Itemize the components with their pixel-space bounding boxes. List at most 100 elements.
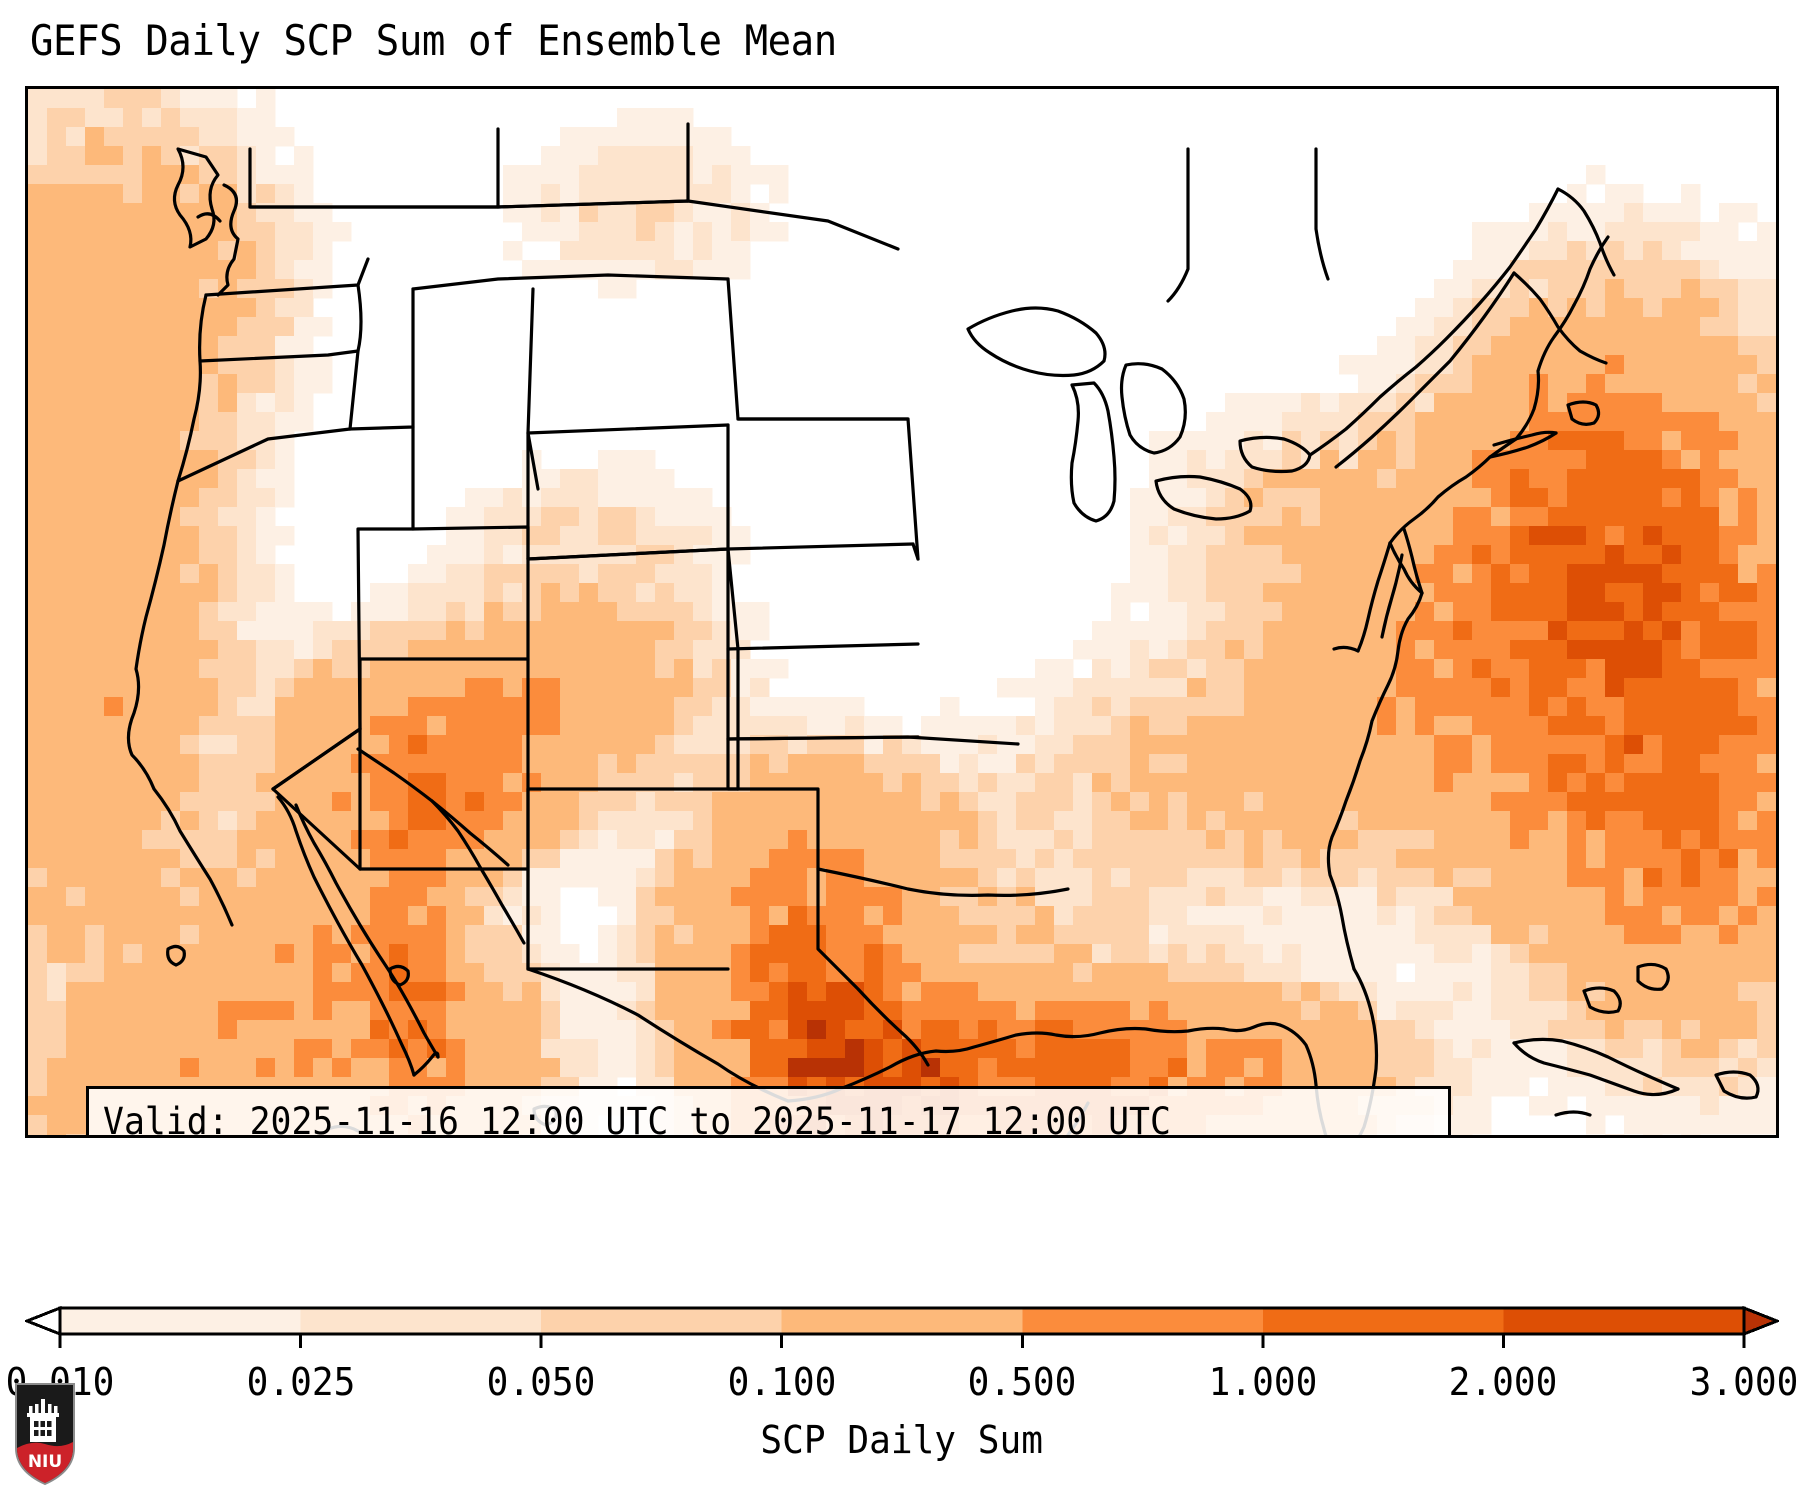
- colorbar-tick-label: 0.100: [727, 1360, 837, 1404]
- cuba-north-coast: [1512, 1037, 1680, 1091]
- colorbar-axis-label-text: SCP Daily Sum: [760, 1418, 1043, 1462]
- colorbar-swatches: [25, 1305, 1779, 1348]
- cayman: [1554, 1110, 1592, 1117]
- delmarva-west: [1380, 553, 1404, 639]
- state-border-co: [526, 547, 740, 791]
- colorbar-band: [300, 1308, 542, 1334]
- map-panel: Valid: 2025-11-16 12:00 UTC to 2025-11-1…: [25, 86, 1779, 1138]
- state-border-sd-ne: [726, 542, 915, 551]
- hispaniola: [1714, 1070, 1760, 1100]
- niu-logo: NIU: [15, 1383, 75, 1486]
- map-canvas: Valid: 2025-11-16 12:00 UTC to 2025-11-1…: [28, 89, 1776, 1135]
- colorbar-tick-labels: 0.010 0.025 0.050 0.100 0.500 1.000 2.000 3.000: [6, 1360, 1799, 1410]
- colorbar-tick-label: 1.000: [1208, 1360, 1318, 1404]
- niu-logo-text: NIU: [28, 1452, 62, 1472]
- border-bc-alberta: [248, 147, 500, 209]
- bahamas-andros: [1582, 986, 1622, 1014]
- lake-michigan: [1069, 381, 1117, 523]
- colorbar-over-arrow: [1742, 1305, 1779, 1337]
- gaspe-nb-coast: [1512, 271, 1608, 365]
- state-border-nd-mn: [736, 417, 920, 561]
- state-border-sd-ia: [911, 542, 920, 561]
- colorbar-under-arrow: [25, 1305, 62, 1337]
- cape-cod: [1566, 400, 1601, 426]
- state-border-nv: [271, 425, 415, 791]
- delmarva-east: [1402, 527, 1424, 595]
- lake-huron: [1119, 362, 1187, 455]
- chesapeake-bay-west: [1356, 541, 1392, 653]
- strait-juan-de-fuca: [196, 212, 222, 223]
- state-border-wa-or-id: [348, 283, 363, 431]
- colorbar-tick-label: 2.000: [1449, 1360, 1558, 1404]
- info-box: Valid: 2025-11-16 12:00 UTC to 2025-11-1…: [86, 1086, 1451, 1138]
- state-border-co-nm-az: [526, 657, 740, 791]
- cuba-south-coast: [1512, 1041, 1680, 1097]
- state-border-ok-panhandle-w: [726, 737, 740, 791]
- colorbar: [25, 1298, 1779, 1358]
- state-border-mt-canada: [411, 273, 730, 291]
- niu-castle-windows: [34, 1421, 52, 1436]
- ontario-border-hudson: [1166, 147, 1190, 303]
- lake-ontario: [1238, 435, 1312, 474]
- state-border-wa-or: [198, 349, 360, 363]
- colorbar-band: [1503, 1308, 1744, 1334]
- new-england-coast: [1514, 303, 1576, 441]
- baja-east-coast: [294, 803, 440, 1059]
- colorbar-tick-label: 3.000: [1689, 1360, 1799, 1404]
- colorbar-tick-label: 0.050: [486, 1360, 596, 1404]
- baja-west-coast: [276, 795, 416, 1077]
- chesapeake-mouth: [1388, 541, 1424, 595]
- chesapeake-head: [1332, 645, 1360, 653]
- state-border-wy: [526, 431, 730, 561]
- lake-superior: [966, 306, 1107, 378]
- state-border-tx-panhandle: [736, 787, 820, 871]
- bahamas-abaco: [1636, 962, 1670, 991]
- quebec-ontario-border: [1314, 147, 1330, 281]
- state-border-az-nm: [358, 727, 530, 871]
- state-border-ks: [726, 647, 920, 741]
- state-border-or-ca: [176, 427, 352, 483]
- state-border-tx-east: [816, 867, 904, 1035]
- state-border-ne: [726, 547, 920, 651]
- lake-erie: [1154, 474, 1253, 521]
- colorbar-band: [541, 1308, 782, 1334]
- state-border-tx-la: [900, 1031, 930, 1067]
- colorbar-outline: [58, 1306, 1746, 1336]
- puget-sound-coast: [216, 183, 240, 297]
- florida-west-coast: [1278, 1023, 1328, 1135]
- guadalupe-island: [166, 944, 186, 967]
- texas-rio-grande: [526, 967, 790, 1103]
- colorbar-band: [60, 1308, 301, 1334]
- mexico-mainland-coast: [430, 799, 526, 945]
- gulf-coastline-fl-panhandle: [1222, 1021, 1282, 1033]
- long-island-north: [1492, 430, 1558, 447]
- colorbar-axis-label: SCP Daily Sum: [0, 1418, 1803, 1462]
- colorbar-tick-label: 0.025: [246, 1360, 355, 1404]
- colorbar-band: [1262, 1308, 1504, 1334]
- usa-canada-border-west: [248, 199, 900, 251]
- baja-cape: [412, 1051, 440, 1077]
- st-lawrence-north: [1308, 187, 1560, 457]
- colorbar-band: [1022, 1308, 1263, 1334]
- state-border-ut-co: [358, 557, 530, 661]
- border-alberta-sask: [496, 127, 690, 209]
- st-lawrence-south: [1334, 271, 1516, 469]
- state-border-nv-ut-id: [411, 525, 530, 561]
- quebec-ne-coast: [1556, 187, 1616, 277]
- valid-time-text: Valid: 2025-11-16 12:00 UTC to 2025-11-1…: [103, 1100, 1171, 1138]
- geography-outlines-layer: [126, 122, 1760, 1135]
- niu-shield-red-band: [17, 1442, 73, 1483]
- page-title: GEFS Daily SCP Sum of Ensemble Mean: [30, 16, 837, 65]
- atlantic-coastline-se: [1326, 591, 1424, 971]
- state-border-ok-tx-redriver: [816, 867, 1070, 897]
- long-island-south: [1488, 431, 1558, 459]
- isla-cedros: [388, 964, 410, 987]
- state-border-nd: [726, 277, 910, 421]
- state-border-mt-wy: [526, 423, 730, 435]
- colorbar-tick-label: 0.500: [967, 1360, 1077, 1404]
- colorbar-band: [781, 1308, 1023, 1334]
- vancouver-island: [172, 147, 220, 249]
- state-border-ks-ok: [726, 735, 1020, 746]
- state-border-ca-az: [271, 787, 362, 871]
